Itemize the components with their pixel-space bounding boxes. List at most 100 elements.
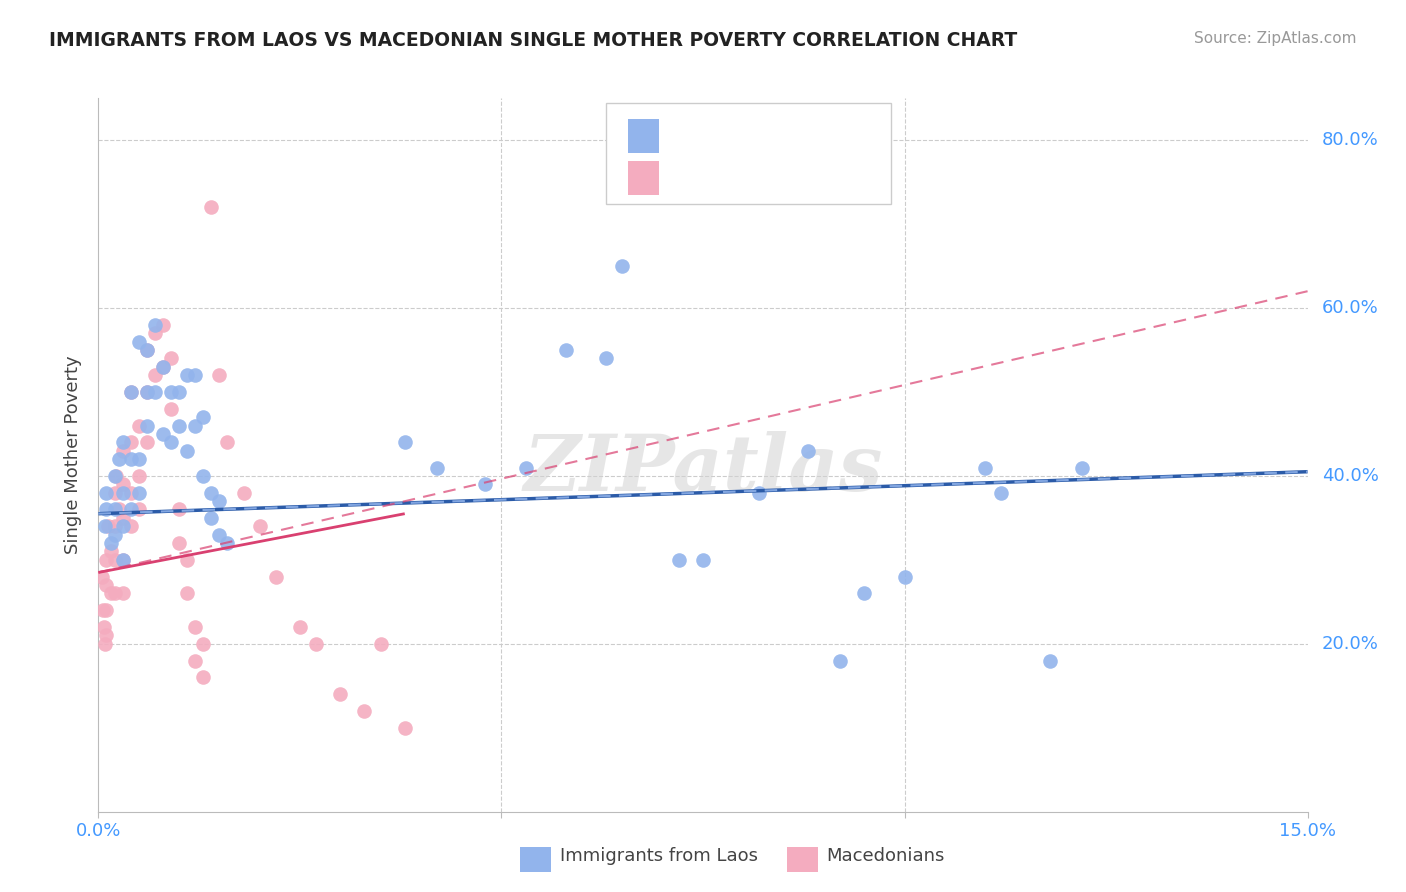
Text: R = 0.269   N = 58: R = 0.269 N = 58 — [673, 163, 873, 182]
Point — [797, 443, 820, 458]
Point — [100, 544, 122, 558]
Point — [1070, 460, 1092, 475]
Point — [152, 318, 174, 332]
Point — [474, 477, 496, 491]
Point — [394, 721, 416, 735]
Point — [135, 343, 157, 357]
Point — [103, 485, 125, 500]
Point — [143, 318, 166, 332]
Point — [111, 435, 134, 450]
Point — [394, 435, 416, 450]
Text: Macedonians: Macedonians — [827, 847, 945, 865]
Point — [167, 384, 190, 399]
Point — [160, 384, 183, 399]
Point — [111, 519, 134, 533]
Text: 20.0%: 20.0% — [1322, 635, 1379, 653]
Point — [208, 368, 231, 383]
Point — [893, 569, 915, 583]
Point — [120, 452, 142, 467]
Text: Source: ZipAtlas.com: Source: ZipAtlas.com — [1194, 31, 1357, 46]
Point — [111, 586, 134, 600]
Point — [160, 401, 183, 416]
Point — [668, 553, 690, 567]
Point — [160, 435, 183, 450]
Point — [329, 687, 352, 701]
Point — [176, 586, 198, 600]
Point — [105, 469, 128, 483]
Point — [96, 578, 118, 592]
Point — [167, 536, 190, 550]
Point — [217, 435, 239, 450]
Point — [100, 586, 122, 600]
Point — [184, 620, 207, 634]
Point — [103, 527, 125, 541]
Point — [515, 460, 537, 475]
Point — [103, 586, 125, 600]
Point — [120, 502, 142, 516]
Point — [264, 569, 287, 583]
Point — [103, 469, 125, 483]
Point — [200, 200, 222, 214]
Point — [135, 384, 157, 399]
Point — [120, 384, 142, 399]
Point — [120, 384, 142, 399]
Point — [143, 326, 166, 341]
Point — [193, 469, 215, 483]
Point — [120, 485, 142, 500]
Text: R = 0.084   N = 58: R = 0.084 N = 58 — [673, 120, 873, 139]
Point — [152, 426, 174, 441]
Point — [208, 494, 231, 508]
Point — [612, 259, 634, 273]
Point — [176, 368, 198, 383]
Point — [200, 485, 222, 500]
Point — [91, 603, 114, 617]
Point — [111, 553, 134, 567]
Point — [249, 519, 271, 533]
Point — [135, 343, 157, 357]
Point — [111, 511, 134, 525]
Point — [200, 511, 222, 525]
Text: IMMIGRANTS FROM LAOS VS MACEDONIAN SINGLE MOTHER POVERTY CORRELATION CHART: IMMIGRANTS FROM LAOS VS MACEDONIAN SINGL… — [49, 31, 1018, 50]
Point — [426, 460, 449, 475]
Point — [94, 637, 117, 651]
Point — [100, 536, 122, 550]
Point — [103, 519, 125, 533]
Point — [107, 452, 129, 467]
Point — [143, 368, 166, 383]
Point — [193, 637, 215, 651]
Point — [828, 654, 851, 668]
Text: Immigrants from Laos: Immigrants from Laos — [560, 847, 758, 865]
Point — [974, 460, 997, 475]
Point — [111, 477, 134, 491]
Point — [128, 485, 150, 500]
Point — [370, 637, 392, 651]
Point — [103, 502, 125, 516]
Point — [990, 485, 1012, 500]
Text: ZIPatlas: ZIPatlas — [523, 431, 883, 508]
Point — [184, 368, 207, 383]
Point — [96, 628, 118, 642]
Point — [135, 435, 157, 450]
Point — [91, 569, 114, 583]
Point — [135, 418, 157, 433]
Point — [193, 670, 215, 684]
Point — [111, 553, 134, 567]
Point — [111, 443, 134, 458]
Point — [1039, 654, 1062, 668]
Point — [152, 359, 174, 374]
Point — [748, 485, 770, 500]
Point — [96, 485, 118, 500]
Point — [305, 637, 328, 651]
Point — [128, 469, 150, 483]
Point — [232, 485, 254, 500]
Point — [96, 502, 118, 516]
Point — [111, 485, 134, 500]
Point — [103, 553, 125, 567]
Text: 80.0%: 80.0% — [1322, 131, 1379, 149]
Point — [107, 502, 129, 516]
Point — [96, 603, 118, 617]
Point — [176, 443, 198, 458]
Point — [160, 351, 183, 366]
Point — [128, 418, 150, 433]
Point — [94, 519, 117, 533]
